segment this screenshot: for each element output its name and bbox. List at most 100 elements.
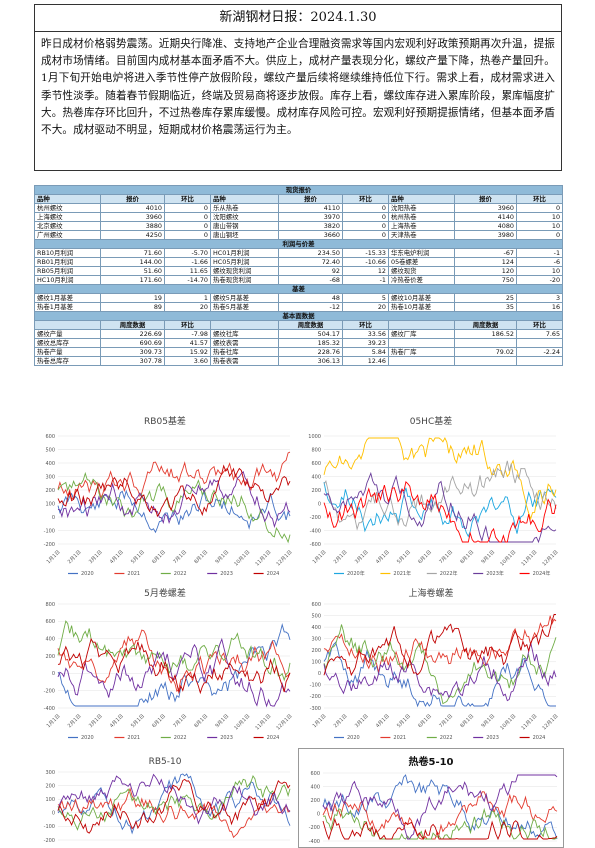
legend-label: 2021年	[393, 570, 411, 577]
chart-shanghai-hc-rb-spread: 上海卷螺差 600 500 400 300 200 100 0 -100 -200 -300 1月1日…	[300, 582, 562, 744]
table-cell	[210, 320, 279, 330]
legend-label: 2024年	[533, 570, 551, 577]
table-cell: 沈阳热卷	[388, 203, 455, 213]
table-cell: 3960	[454, 203, 517, 213]
table-cell: 7.65	[515, 329, 564, 339]
section-fundamentals: 基本面数据	[33, 311, 564, 321]
chart-title: 05HC基差	[410, 415, 453, 427]
table-cell: 171.60	[100, 275, 165, 285]
table-cell: 热卷厂库	[388, 347, 455, 357]
table-cell: 乐从热卷	[210, 203, 279, 213]
table-cell: 3.60	[164, 356, 211, 366]
table-cell: 11.65	[164, 266, 211, 276]
x-tick-label: 8月1日	[459, 713, 475, 729]
chart-rb05-basis: RB05基差 600 500 400 300 200 100 0 -100 -200 1月1日 2月1…	[34, 410, 296, 580]
table-cell: 15.92	[164, 347, 211, 357]
table-cell: 228.76	[278, 347, 343, 357]
table-cell: 报价	[100, 194, 165, 204]
y-tick-label: 400	[45, 636, 55, 642]
table-cell: RB01月利润	[34, 257, 101, 267]
x-tick-label: 7月1日	[172, 713, 188, 729]
table-row: 螺纹产量 226.69 -7.98 螺纹社库 504.17 33.56 螺纹厂库 186.52…	[34, 329, 564, 339]
table-cell: 92	[278, 266, 343, 276]
y-tick-label: 200	[45, 488, 55, 494]
legend-label: 2024	[267, 735, 280, 741]
y-tick-label: 100	[45, 797, 55, 803]
table-row: 广州螺纹 4250 0 唐山钢坯 3660 0 天津热卷 3980 0	[34, 230, 564, 240]
x-tick-label: 3月1日	[88, 549, 104, 565]
x-tick-label: 11月1日	[254, 713, 272, 731]
series-line	[323, 641, 556, 708]
x-tick-label: 5月1日	[130, 713, 146, 729]
table-cell: 螺纹5月基差	[210, 293, 279, 303]
table-row: 杭州螺纹 4010 0 乐从热卷 4110 0 沈阳热卷 3960 0	[34, 203, 564, 213]
table-cell: 螺纹1月基差	[34, 293, 101, 303]
table-cell: 螺纹社库	[210, 329, 279, 339]
table-cell: 124	[454, 257, 517, 267]
y-tick-label: 200	[45, 654, 55, 660]
table-cell: -5.70	[164, 248, 211, 258]
chart-title: RB05基差	[144, 415, 186, 427]
y-tick-label: -200	[44, 688, 55, 694]
x-tick-label: 9月1日	[214, 549, 230, 565]
table-cell: 89	[100, 302, 165, 312]
table-cell: 0	[164, 203, 211, 213]
section-title: 基本面数据	[33, 311, 564, 321]
table-cell: 报价	[454, 194, 517, 204]
x-tick-label: 2月1日	[67, 549, 83, 565]
series-line	[57, 470, 291, 529]
legend-label: 2023	[220, 571, 233, 577]
y-tick-label: -100	[44, 824, 55, 830]
table-cell: -7.98	[164, 329, 211, 339]
y-tick-label: 300	[45, 474, 55, 480]
series-line	[57, 471, 291, 544]
series-line	[322, 774, 558, 840]
table-cell: -10.66	[342, 257, 389, 267]
series-line	[323, 436, 557, 521]
table-row: RB05月利润 51.60 11.65 螺纹现货利润 92 12 螺纹现货 120 10	[34, 266, 564, 276]
y-tick-label: 600	[45, 619, 55, 625]
legend-label: 2024	[267, 571, 280, 577]
table-cell: 504.17	[278, 329, 343, 339]
table-cell: 周度数据	[454, 320, 517, 330]
table-cell: 12.46	[342, 356, 389, 366]
table-cell: 0	[515, 230, 564, 240]
legend-label: 2020	[81, 571, 94, 577]
table-cell: 螺纹10月基差	[388, 293, 455, 303]
y-tick-label: 0	[52, 515, 55, 521]
table-cell: 杭州热卷	[388, 212, 455, 222]
legend-label: 2022年	[440, 570, 458, 577]
table-cell: 热卷总库存	[34, 356, 101, 366]
y-tick-label: 400	[311, 625, 321, 631]
x-tick-label: 6月1日	[417, 713, 433, 729]
section-profit: 利润与价差	[33, 239, 564, 249]
legend-label: 2021	[127, 735, 140, 741]
y-tick-label: -200	[310, 694, 321, 700]
series-line	[57, 637, 291, 695]
y-tick-label: -400	[310, 528, 321, 534]
y-tick-label: 0	[52, 811, 55, 817]
table-cell: HC01月利润	[210, 248, 279, 258]
table-cell: -1	[342, 275, 389, 285]
y-tick-label: 600	[311, 461, 321, 467]
x-tick-label: 7月1日	[172, 549, 188, 565]
x-tick-label: 7月1日	[438, 549, 454, 565]
table-cell: 226.69	[100, 329, 165, 339]
x-tick-label: 8月1日	[193, 549, 209, 565]
x-tick-label: 1月1日	[312, 549, 328, 565]
y-tick-label: 0	[318, 671, 321, 677]
y-tick-label: 0	[318, 501, 321, 507]
table-cell: 750	[454, 275, 517, 285]
table-cell: 3880	[100, 221, 165, 231]
table-cell: 71.60	[100, 248, 165, 258]
legend-label: 2021	[127, 571, 140, 577]
table-cell: 品种	[210, 194, 279, 204]
legend-label: 2022	[440, 735, 453, 741]
table-header-row: 周度数据 环比 周度数据 环比 周度数据 环比	[34, 320, 564, 330]
legend-label: 2023	[220, 735, 233, 741]
data-tables: 现货报价 品种 报价 环比 品种 报价 环比 品种 报价 环比 杭州螺纹 4010 0 乐从热卷 4110 0…	[33, 185, 564, 366]
table-cell: 10	[515, 266, 564, 276]
chart-hc5-10: 热卷5-10 600 400 200 0 -200 -400	[298, 748, 564, 848]
table-cell: 热卷表需	[210, 356, 279, 366]
table-row: 螺纹总库存 690.69 41.57 螺纹表需 185.32 39.23	[34, 338, 564, 348]
